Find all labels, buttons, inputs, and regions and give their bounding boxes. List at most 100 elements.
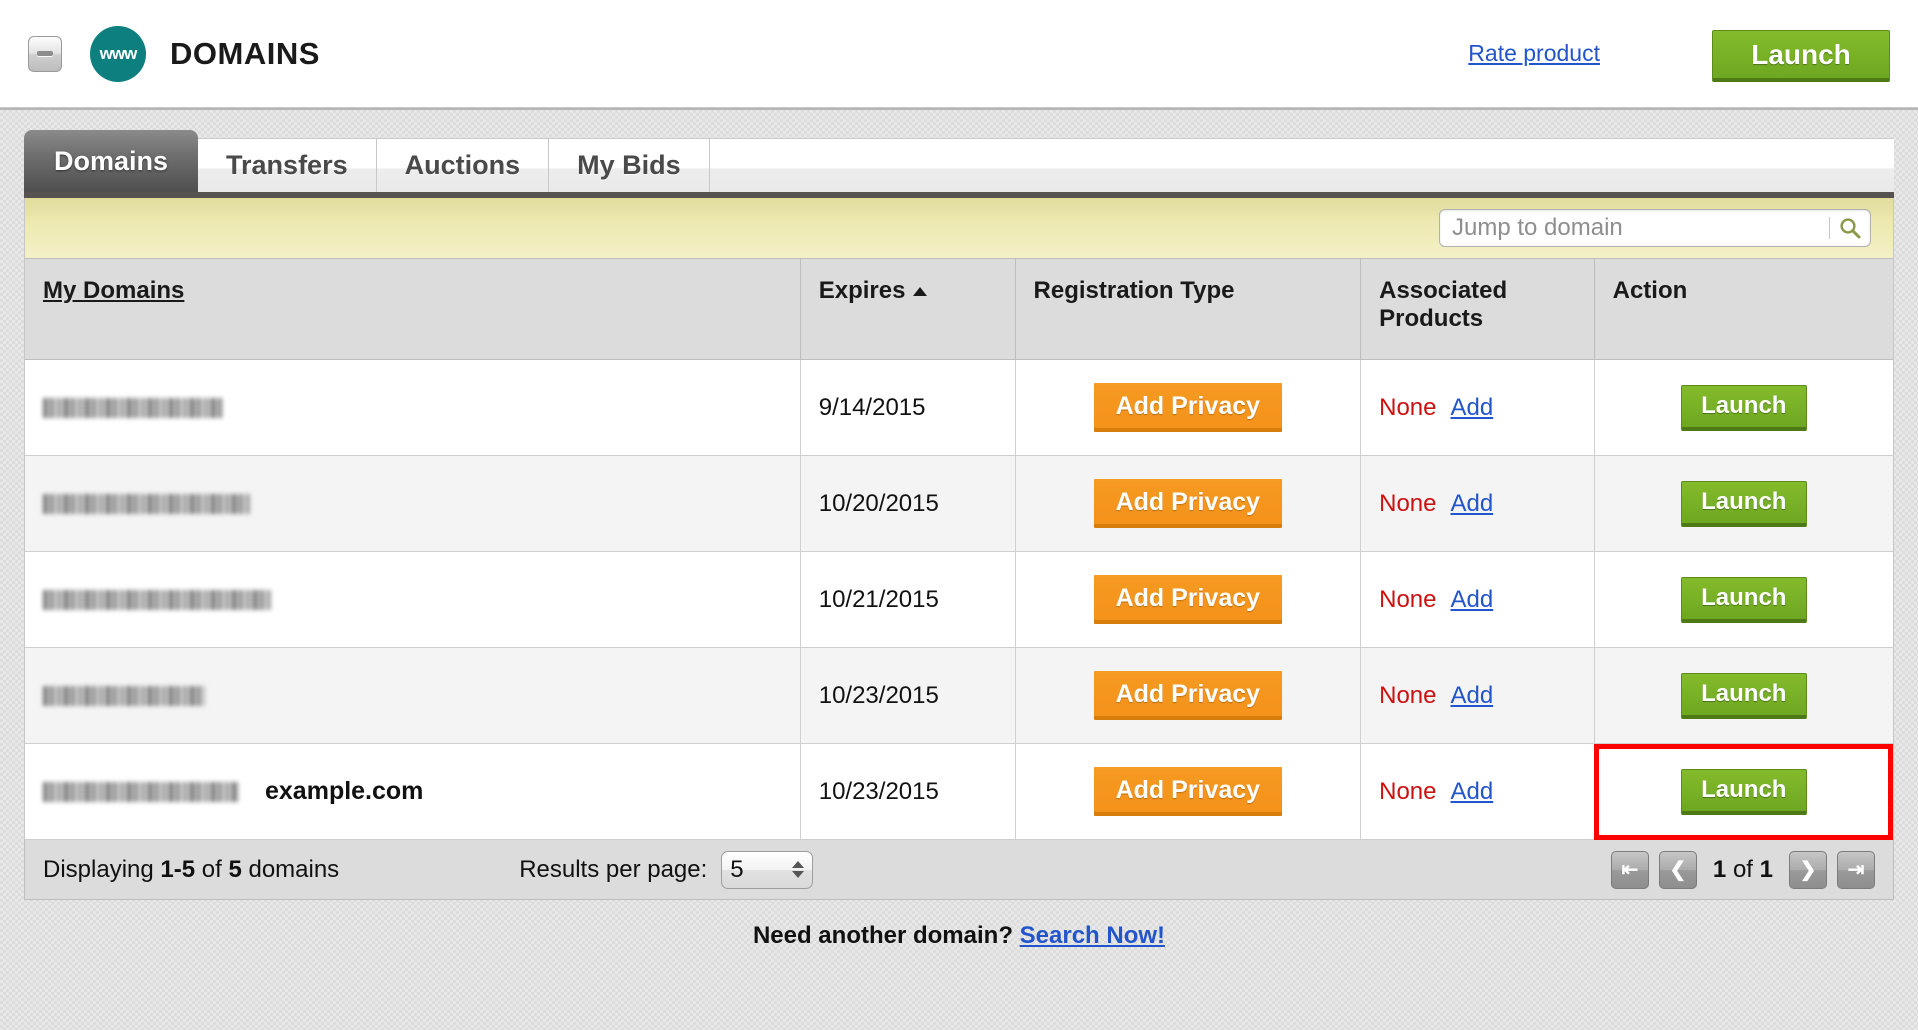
page-of: of [1726,855,1760,883]
column-header-expires[interactable]: Expires [800,258,1016,360]
launch-button[interactable]: Launch [1680,576,1807,623]
search-band [24,198,1894,258]
add-associated-product-link[interactable]: Add [1450,681,1494,709]
rate-product-link[interactable]: Rate product [1468,40,1600,66]
results-per-page-label: Results per page: [519,855,708,883]
add-associated-product-link[interactable]: Add [1450,777,1494,805]
domains-table: My Domains Expires Registration Type Ass… [25,258,1893,840]
add-privacy-button[interactable]: Add Privacy [1093,575,1283,624]
search-now-link[interactable]: Search Now! [1019,922,1166,949]
need-another-domain-note: Need another domain? Search Now! [24,922,1894,950]
launch-button[interactable]: Launch [1680,672,1807,719]
cell-registration-type: Add Privacy [1015,647,1362,744]
column-header-action: Action [1594,258,1893,360]
redacted-domain-name [43,494,250,515]
add-associated-product-link[interactable]: Add [1450,393,1494,421]
table-row: 9/14/2015 Add Privacy None Add Launch [25,359,1893,456]
column-header-registration-type-label: Registration Type [1033,277,1235,304]
redacted-domain-name [43,781,239,802]
column-header-domain[interactable]: My Domains [25,258,801,360]
tab-transfers-label: Transfers [226,149,348,180]
last-page-icon[interactable]: ⇥ [1837,850,1875,889]
add-privacy-button[interactable]: Add Privacy [1093,383,1283,432]
www-logo-icon: www [90,25,146,82]
product-header: www DOMAINS Rate product Launch [0,0,1918,108]
add-privacy-button[interactable]: Add Privacy [1093,671,1283,720]
prev-page-icon[interactable]: ❮ [1658,850,1697,889]
add-privacy-button[interactable]: Add Privacy [1093,767,1283,816]
table-row: 10/21/2015 Add Privacy None Add Launch [25,551,1893,648]
collapse-button[interactable] [28,35,62,72]
column-header-registration-type: Registration Type [1015,258,1362,360]
launch-button[interactable]: Launch [1680,384,1807,431]
page-body: Domains Transfers Auctions My Bids [0,108,1918,1030]
search-icon[interactable] [1830,210,1870,246]
tab-domains-label: Domains [54,145,169,176]
stepper-arrows-icon [792,861,805,878]
tab-auctions[interactable]: Auctions [377,138,550,192]
table-footer: Displaying 1-5 of 5 domains Results per … [24,840,1894,900]
launch-button[interactable]: Launch [1680,768,1807,815]
add-associated-product-link[interactable]: Add [1450,489,1494,517]
header-launch-button[interactable]: Launch [1712,30,1890,82]
displaying-prefix: Displaying [43,855,161,883]
pagination: ⇤ ❮ 1 of 1 ❯ ⇥ [1610,850,1875,889]
associated-products-value: None [1379,585,1437,613]
cell-associated-products: None Add [1360,455,1595,552]
next-page-icon[interactable]: ❯ [1789,850,1827,889]
cell-domain [25,551,801,648]
cell-domain [25,647,801,744]
column-header-action-label: Action [1612,277,1688,304]
results-per-page-select[interactable]: 5 [721,850,814,889]
cell-associated-products: None Add [1360,743,1595,840]
domain-name-label: example.com [265,777,424,806]
cell-associated-products: None Add [1360,359,1595,456]
tab-auctions-label: Auctions [404,149,521,180]
page-title: DOMAINS [170,35,320,71]
domains-table-container: My Domains Expires Registration Type Ass… [24,258,1894,840]
associated-products-value: None [1379,681,1437,709]
tab-domains[interactable]: Domains [24,130,199,192]
cell-action: Launch [1594,455,1893,552]
results-per-page-group: Results per page: 5 [519,850,814,889]
add-privacy-button[interactable]: Add Privacy [1093,479,1283,528]
cell-action: Launch [1594,359,1893,456]
associated-products-value: None [1379,777,1437,805]
cell-domain [25,359,801,456]
column-header-associated-products: Associated Products [1360,258,1595,360]
cell-registration-type: Add Privacy [1015,743,1362,840]
add-associated-product-link[interactable]: Add [1450,585,1494,613]
www-logo-label: www [99,43,138,63]
column-header-domain-label: My Domains [43,277,185,304]
cell-registration-type: Add Privacy [1015,359,1362,456]
column-header-associated-products-label: Associated Products [1379,277,1508,332]
displaying-suffix: domains [241,855,340,883]
search-divider [1829,217,1830,239]
cell-expires: 10/21/2015 [800,551,1016,648]
cell-associated-products: None Add [1360,551,1595,648]
displaying-status: Displaying 1-5 of 5 domains [43,856,339,884]
tab-my-bids-label: My Bids [577,149,681,180]
cell-action: Launch [1594,647,1893,744]
displaying-range: 1-5 [160,855,196,883]
associated-products-value: None [1379,489,1437,517]
search-input[interactable] [1440,210,1829,246]
cell-domain [25,455,801,552]
tab-transfers[interactable]: Transfers [198,138,377,192]
cell-registration-type: Add Privacy [1015,455,1362,552]
redacted-domain-name [43,686,205,707]
first-page-icon[interactable]: ⇤ [1610,850,1649,889]
sort-ascending-icon [913,287,928,296]
tab-strip-background [24,138,1894,192]
cell-associated-products: None Add [1360,647,1595,744]
page-total: 1 [1759,855,1773,883]
table-row: 10/20/2015 Add Privacy None Add Launch [25,455,1893,552]
table-head: My Domains Expires Registration Type Ass… [25,258,1893,360]
cell-expires: 9/14/2015 [800,359,1016,456]
tab-my-bids[interactable]: My Bids [549,138,710,192]
redacted-domain-name [43,398,223,419]
launch-button[interactable]: Launch [1680,480,1807,527]
table-header-row: My Domains Expires Registration Type Ass… [25,258,1893,360]
page-indicator: 1 of 1 [1707,856,1779,884]
need-another-domain-text: Need another domain? [752,922,1020,949]
